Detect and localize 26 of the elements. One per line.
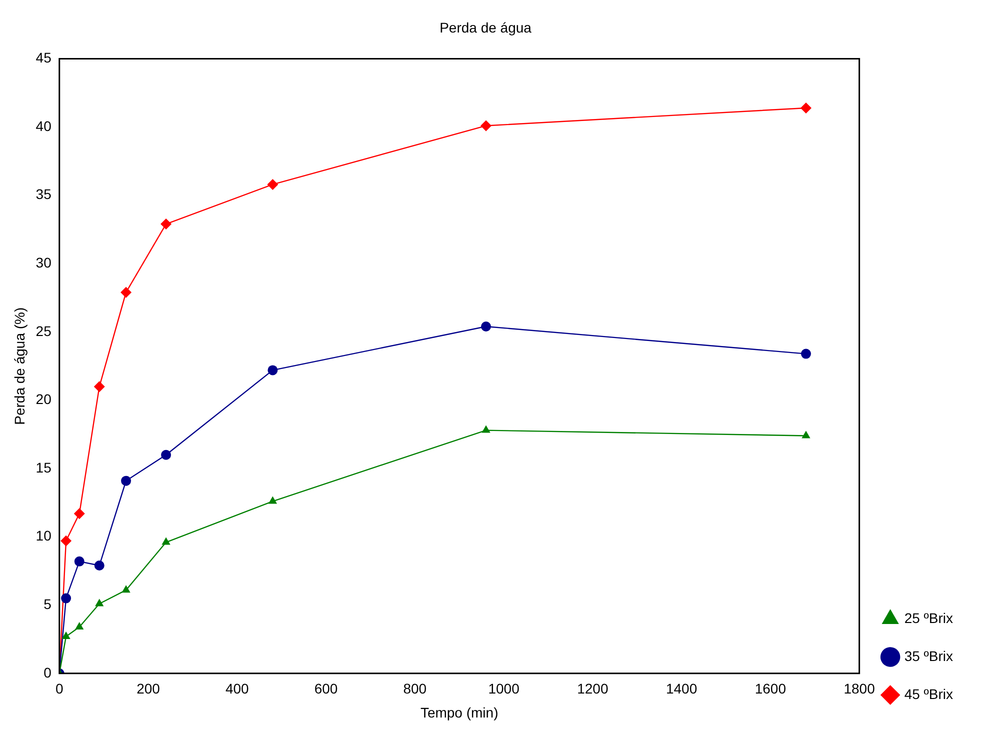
legend-label: 25 ºBrix <box>904 610 953 626</box>
x-tick-label: 1800 <box>844 680 876 697</box>
x-tick-label: 1200 <box>577 680 608 697</box>
y-tick-label: 25 <box>36 322 52 339</box>
y-tick-label: 45 <box>36 50 52 66</box>
y-tick-label: 20 <box>36 391 52 408</box>
x-tick-label: 1000 <box>488 680 520 697</box>
x-tick-label: 200 <box>136 680 160 697</box>
x-tick-label: 1600 <box>754 680 786 697</box>
x-tick-label: 600 <box>314 680 338 697</box>
x-tick-label: 1400 <box>666 680 698 697</box>
y-tick-label: 5 <box>44 596 52 612</box>
y-tick-label: 40 <box>36 118 52 134</box>
y-tick-label: 0 <box>44 664 52 680</box>
y-tick-label: 10 <box>36 528 52 544</box>
x-tick-label: 0 <box>55 680 64 697</box>
x-tick-label: 800 <box>403 680 427 697</box>
x-axis-title: Tempo (min) <box>420 704 498 720</box>
x-tick-label: 400 <box>225 680 250 697</box>
legend-label: 35 ºBrix <box>904 648 953 664</box>
legend-label: 45 ºBrix <box>904 686 953 702</box>
y-tick-label: 35 <box>36 186 52 202</box>
y-axis-title: Perda de água (%) <box>11 307 28 425</box>
y-tick-label: 30 <box>36 254 52 271</box>
y-tick-label: 15 <box>36 459 52 476</box>
chart-title: Perda de água <box>440 19 532 36</box>
